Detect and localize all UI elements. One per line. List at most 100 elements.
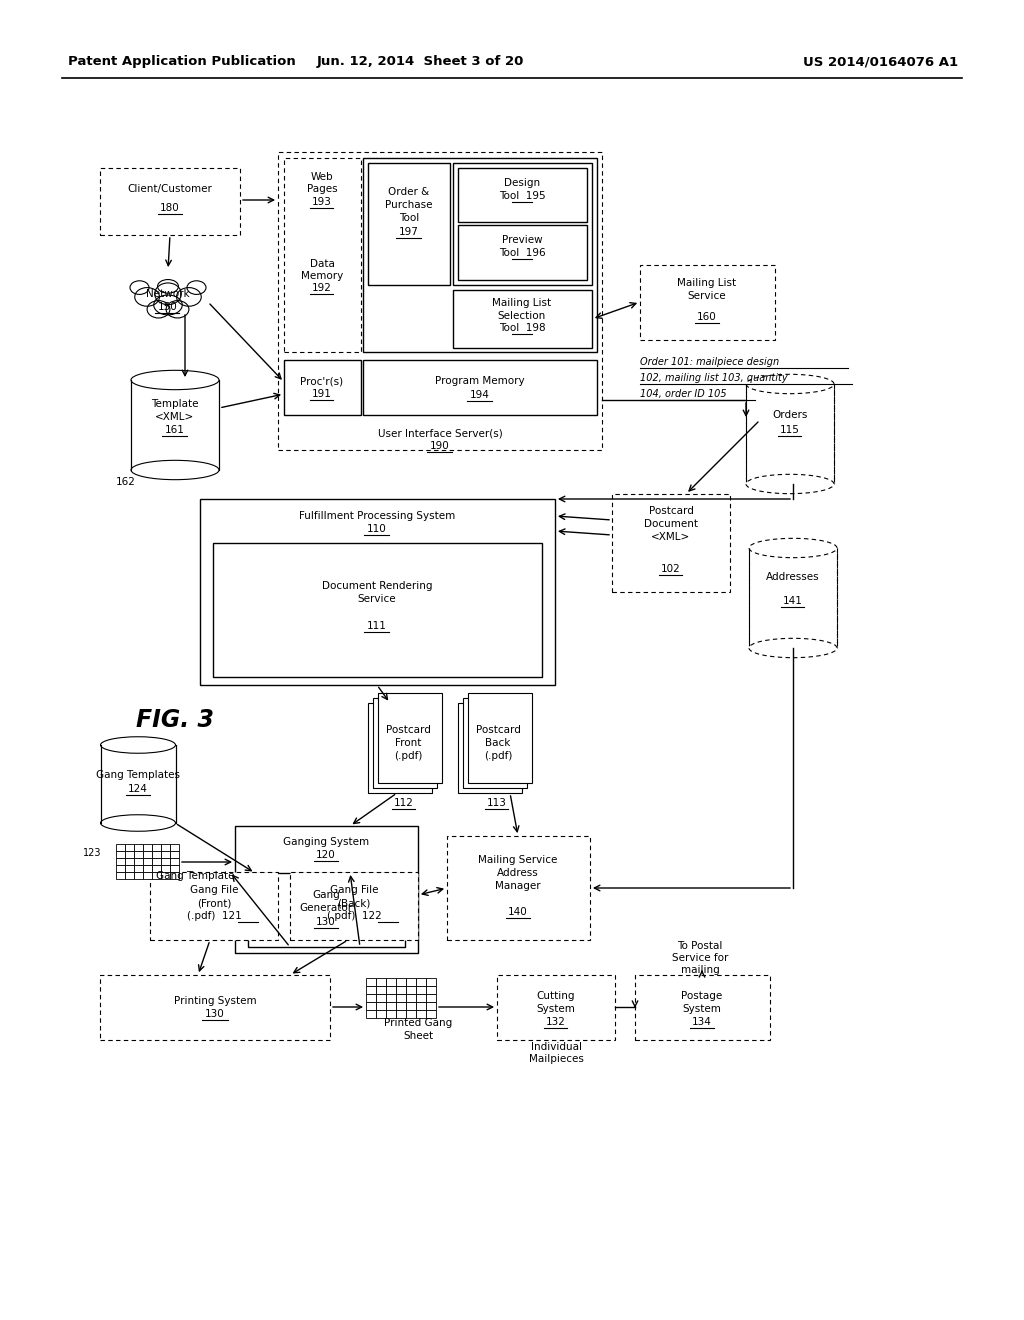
Text: Tool  196: Tool 196	[499, 248, 546, 257]
Text: Template: Template	[152, 399, 199, 409]
Polygon shape	[406, 986, 416, 994]
Polygon shape	[426, 1002, 436, 1010]
Text: 104, order ID 105: 104, order ID 105	[640, 389, 727, 399]
Text: Printing System: Printing System	[174, 997, 256, 1006]
Text: 161: 161	[165, 425, 185, 436]
Text: Manager: Manager	[496, 880, 541, 891]
Text: 132: 132	[546, 1016, 566, 1027]
Text: Gang Template: Gang Template	[156, 871, 234, 880]
Text: 110: 110	[368, 524, 387, 535]
Text: 112: 112	[394, 799, 414, 808]
Polygon shape	[152, 851, 161, 858]
Text: Printed Gang: Printed Gang	[384, 1018, 453, 1028]
Text: Data: Data	[309, 259, 335, 269]
Text: User Interface Server(s): User Interface Server(s)	[378, 429, 503, 440]
Text: 194: 194	[470, 389, 489, 400]
Polygon shape	[366, 978, 376, 986]
Polygon shape	[386, 1002, 396, 1010]
Text: Tool: Tool	[399, 213, 419, 223]
Polygon shape	[161, 873, 170, 879]
Text: 190: 190	[430, 441, 450, 451]
Polygon shape	[368, 704, 432, 793]
Text: 193: 193	[312, 197, 332, 207]
Polygon shape	[749, 548, 837, 648]
Polygon shape	[463, 698, 527, 788]
Text: 102, mailing list 103, quantity: 102, mailing list 103, quantity	[640, 374, 787, 383]
Polygon shape	[396, 1002, 406, 1010]
Text: Service: Service	[357, 594, 396, 605]
Text: Postcard: Postcard	[475, 725, 520, 735]
Text: Service for: Service for	[672, 953, 728, 964]
Text: To Postal: To Postal	[677, 941, 723, 950]
Polygon shape	[161, 858, 170, 865]
Text: (.pdf): (.pdf)	[483, 751, 512, 762]
Polygon shape	[134, 858, 143, 865]
Text: Cutting: Cutting	[537, 991, 575, 1001]
Text: (Front): (Front)	[197, 898, 231, 908]
Polygon shape	[458, 224, 587, 280]
Text: 141: 141	[783, 597, 803, 606]
Polygon shape	[116, 865, 125, 873]
Polygon shape	[386, 978, 396, 986]
Polygon shape	[100, 168, 240, 235]
Polygon shape	[426, 994, 436, 1002]
Polygon shape	[416, 986, 426, 994]
Ellipse shape	[135, 288, 160, 306]
Text: Gang: Gang	[312, 890, 340, 900]
Text: Individual: Individual	[530, 1041, 582, 1052]
Ellipse shape	[187, 281, 206, 294]
Polygon shape	[746, 384, 834, 484]
Ellipse shape	[158, 280, 178, 293]
Polygon shape	[170, 843, 179, 851]
Text: 120: 120	[316, 850, 336, 861]
Text: 123: 123	[83, 847, 101, 858]
Polygon shape	[248, 873, 406, 946]
Ellipse shape	[749, 639, 837, 657]
Polygon shape	[143, 865, 152, 873]
Text: Service: Service	[688, 290, 726, 301]
Text: System: System	[537, 1005, 575, 1014]
Text: Back: Back	[485, 738, 511, 748]
Ellipse shape	[155, 282, 181, 305]
Polygon shape	[376, 986, 386, 994]
Polygon shape	[453, 290, 592, 348]
Text: FIG. 3: FIG. 3	[136, 708, 214, 733]
Text: Client/Customer: Client/Customer	[128, 183, 212, 194]
Polygon shape	[447, 836, 590, 940]
Polygon shape	[458, 168, 587, 222]
Polygon shape	[100, 975, 330, 1040]
Polygon shape	[125, 858, 134, 865]
Polygon shape	[378, 693, 442, 783]
Text: Gang File: Gang File	[330, 884, 378, 895]
Text: Order &: Order &	[388, 187, 430, 197]
Polygon shape	[170, 851, 179, 858]
Polygon shape	[116, 873, 125, 879]
Text: US 2014/0164076 A1: US 2014/0164076 A1	[803, 55, 958, 69]
Text: 102: 102	[662, 564, 681, 574]
Polygon shape	[100, 744, 175, 822]
Polygon shape	[152, 873, 161, 879]
Ellipse shape	[131, 371, 219, 389]
Polygon shape	[143, 851, 152, 858]
Polygon shape	[458, 704, 522, 793]
Text: 150: 150	[158, 302, 178, 312]
Polygon shape	[376, 1002, 386, 1010]
Text: Pages: Pages	[306, 183, 337, 194]
Text: (.pdf)  122: (.pdf) 122	[327, 911, 381, 921]
Ellipse shape	[130, 281, 150, 294]
Text: (.pdf)  121: (.pdf) 121	[186, 911, 242, 921]
Polygon shape	[406, 1002, 416, 1010]
Polygon shape	[396, 1010, 406, 1018]
Polygon shape	[366, 1002, 376, 1010]
Ellipse shape	[176, 288, 202, 306]
Text: Gang File: Gang File	[189, 884, 239, 895]
Text: Design: Design	[504, 178, 540, 187]
Polygon shape	[453, 162, 592, 285]
Text: Generator: Generator	[299, 903, 352, 913]
Text: Addresses: Addresses	[766, 572, 820, 582]
Text: Selection: Selection	[498, 312, 546, 321]
Polygon shape	[366, 1010, 376, 1018]
Polygon shape	[416, 978, 426, 986]
Text: 115: 115	[780, 425, 800, 436]
Polygon shape	[368, 162, 450, 285]
